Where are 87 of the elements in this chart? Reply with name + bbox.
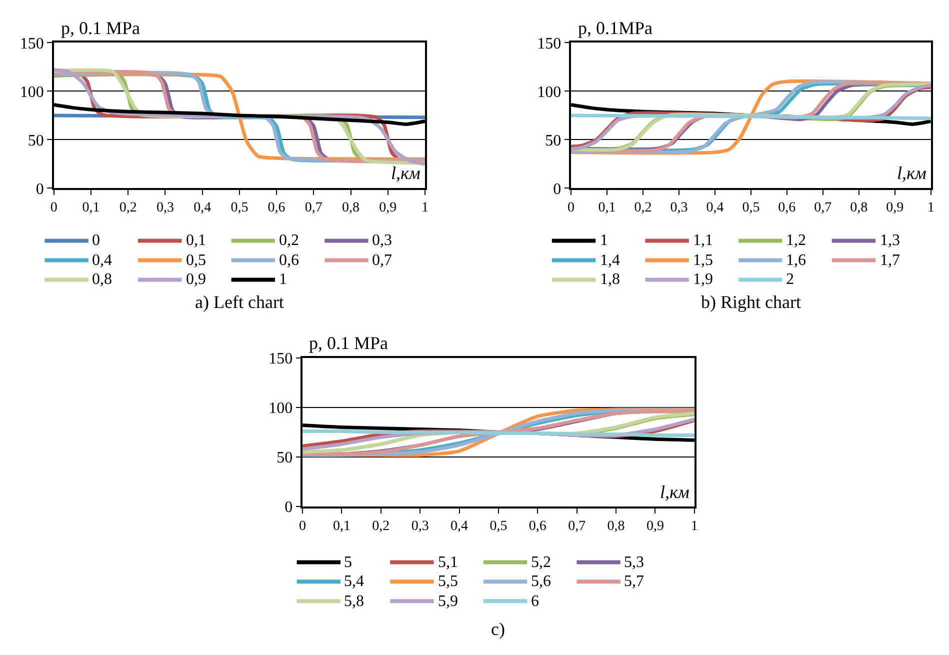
- legend-label: 1,9: [693, 271, 713, 288]
- legend-label: 1,4: [600, 252, 620, 269]
- y-tick-label: 100: [268, 400, 293, 418]
- y-axis-title: p, 0.1 MPa: [309, 333, 388, 353]
- x-tick-label: 0,6: [268, 200, 286, 216]
- x-axis-title: l,км: [897, 163, 927, 183]
- y-tick-label: 50: [276, 450, 293, 467]
- x-tick-label: 0,8: [342, 200, 360, 216]
- legend-label: 0,9: [186, 271, 206, 288]
- x-tick-label: 0,8: [607, 519, 625, 534]
- legend-label: 5,5: [438, 573, 458, 590]
- legend-label: 5,4: [344, 573, 364, 590]
- x-tick-label: 0,1: [82, 200, 100, 216]
- legend-label: 1,5: [693, 252, 713, 269]
- text: c): [491, 619, 505, 639]
- x-tick-label: 0,4: [450, 519, 468, 534]
- x-tick-label: 0: [50, 200, 58, 216]
- legend-label: 0,2: [279, 232, 299, 249]
- legend-label: 5,3: [624, 554, 644, 571]
- x-tick-label: 0,4: [706, 200, 724, 216]
- x-axis-title: l,км: [391, 163, 421, 183]
- x-tick-label: 0,8: [850, 200, 868, 216]
- y-tick-label: 0: [36, 180, 44, 198]
- x-tick-label: 0,6: [778, 200, 796, 216]
- x-tick-label: 1: [422, 200, 429, 216]
- x-tick-label: 0,4: [194, 200, 212, 216]
- legend-label: 0,1: [186, 232, 206, 249]
- x-tick-label: 0,9: [379, 200, 397, 216]
- legend-label: 0,8: [92, 271, 112, 288]
- legend-label: 1,7: [880, 252, 900, 269]
- x-tick-label: 0,2: [119, 200, 137, 216]
- y-tick-label: 100: [20, 84, 44, 101]
- x-tick-label: 0,1: [598, 200, 616, 216]
- x-tick-label: 0,9: [646, 519, 664, 534]
- y-tick-label: 0: [284, 499, 293, 516]
- y-tick-label: 100: [537, 84, 562, 101]
- x-tick-label: 0,3: [156, 200, 174, 216]
- x-tick-label: 1: [690, 519, 698, 534]
- legend-label: 5,1: [438, 554, 458, 571]
- x-tick-label: 0,7: [304, 200, 322, 216]
- x-tick-label: 0,6: [528, 519, 546, 534]
- text: b) Right chart: [701, 292, 801, 312]
- x-tick-label: 0,7: [814, 200, 832, 216]
- legend-label: 5,9: [438, 593, 458, 610]
- legend-label: 5,6: [531, 573, 551, 590]
- x-tick-label: 0: [299, 519, 306, 534]
- x-tick-label: 0,5: [742, 200, 760, 216]
- x-tick-label: 0: [568, 200, 575, 216]
- legend-label: 5,7: [624, 573, 644, 590]
- legend-label: 5: [344, 554, 352, 571]
- x-tick-label: 1: [927, 200, 934, 216]
- legend-label: 1: [600, 232, 608, 249]
- legend-label: 0,7: [372, 252, 392, 269]
- x-axis-title: l,км: [660, 482, 690, 502]
- legend-label: 0,5: [186, 252, 206, 269]
- x-tick-label: 0,5: [490, 519, 508, 534]
- y-tick-label: 50: [545, 132, 562, 150]
- legend-label: 2: [786, 271, 794, 288]
- y-tick-label: 150: [537, 35, 562, 52]
- legend-label: 1,3: [880, 232, 900, 249]
- legend-label: 0,3: [372, 232, 392, 249]
- y-tick-label: 50: [28, 132, 44, 150]
- y-tick-label: 150: [268, 350, 293, 368]
- legend-label: 0: [92, 232, 100, 249]
- y-tick-label: 150: [20, 35, 44, 52]
- legend-label: 1: [279, 271, 287, 288]
- x-tick-label: 0,2: [634, 200, 652, 216]
- legend-label: 1,2: [786, 232, 806, 249]
- y-tick-label: 0: [553, 180, 562, 198]
- legend-label: 0,6: [279, 252, 299, 269]
- y-axis-title: p, 0.1 MPa: [61, 18, 140, 38]
- legend-label: 5,2: [531, 554, 551, 571]
- legend-label: 1,1: [693, 232, 713, 249]
- x-tick-label: 0,9: [886, 200, 904, 216]
- x-tick-label: 0,3: [670, 200, 688, 216]
- y-axis-title: p, 0.1MPa: [578, 18, 653, 38]
- x-tick-label: 0,5: [230, 200, 248, 216]
- x-tick-label: 0,7: [568, 519, 586, 534]
- x-tick-label: 0,3: [411, 519, 429, 534]
- x-tick-label: 0,1: [332, 519, 350, 534]
- text: a) Left chart: [195, 292, 284, 312]
- legend-label: 1,6: [786, 252, 806, 269]
- x-tick-label: 0,2: [372, 519, 390, 534]
- legend-label: 0,4: [92, 252, 112, 269]
- legend-label: 5,8: [344, 593, 364, 610]
- legend-label: 1,8: [600, 271, 620, 288]
- legend-label: 6: [531, 593, 539, 610]
